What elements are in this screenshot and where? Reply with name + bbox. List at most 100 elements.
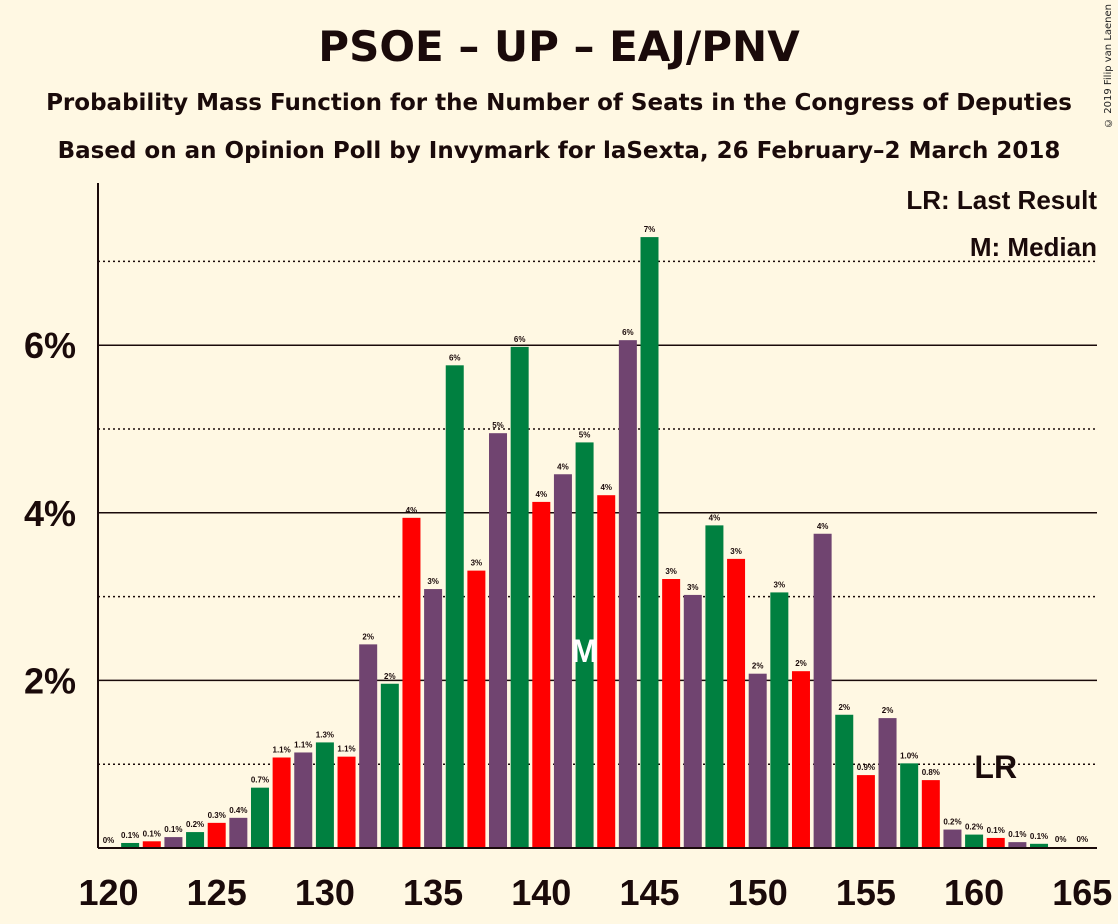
bar-seat-151 — [770, 592, 789, 848]
y-tick-label: 2% — [24, 660, 76, 701]
bar-value-label: 1.1% — [273, 745, 291, 754]
bar-value-label: 0.7% — [251, 776, 269, 785]
bar-value-label: 4% — [600, 483, 612, 492]
bar-value-label: 0.4% — [229, 806, 247, 815]
legend-last-result: LR: Last Result — [906, 185, 1097, 215]
x-tick-label: 125 — [187, 872, 247, 913]
bar-value-label: 0.1% — [1008, 830, 1026, 839]
bar-value-label: 3% — [730, 547, 742, 556]
bar-value-label: 1.3% — [316, 730, 334, 739]
bar-value-label: 2% — [752, 662, 764, 671]
y-tick-label: 4% — [24, 493, 76, 534]
bar-seat-150 — [748, 673, 767, 848]
bar-value-label: 0.3% — [208, 811, 226, 820]
bar-seat-137 — [467, 570, 486, 848]
bar-value-label: 1.1% — [337, 745, 355, 754]
bar-value-label: 2% — [384, 672, 396, 681]
bar-seat-144 — [618, 340, 637, 848]
bar-value-label: 3% — [774, 580, 786, 589]
bar-seat-126 — [229, 817, 248, 848]
x-tick-label: 155 — [836, 872, 896, 913]
bar-seat-158 — [921, 780, 940, 848]
bar-value-label: 0.2% — [943, 818, 961, 827]
bar-value-label: 4% — [406, 506, 418, 515]
bar-value-label: 7% — [644, 225, 656, 234]
bar-seat-154 — [835, 714, 854, 848]
y-tick-label: 6% — [24, 325, 76, 366]
bar-seat-156 — [878, 718, 897, 848]
bar-seat-131 — [337, 756, 356, 848]
bar-value-label: 0.1% — [121, 831, 139, 840]
bar-seat-135 — [424, 589, 443, 848]
bar-seat-134 — [402, 517, 421, 848]
bar-value-label: 0.1% — [143, 829, 161, 838]
bar-seat-124 — [186, 832, 205, 848]
bar-value-label: 0.2% — [186, 820, 204, 829]
bar-value-label: 0.8% — [922, 768, 940, 777]
bar-value-label: 4% — [709, 513, 721, 522]
bar-value-label: 0% — [103, 836, 115, 845]
chart-subtitle: Probability Mass Function for the Number… — [46, 90, 1072, 116]
bar-seat-133 — [380, 683, 399, 848]
bar-seat-138 — [489, 433, 508, 848]
bar-seat-132 — [359, 644, 378, 848]
bar-seat-148 — [705, 525, 724, 848]
bar-seat-145 — [640, 237, 659, 848]
chart-title: PSOE – UP – EAJ/PNV — [318, 22, 800, 71]
bar-seat-157 — [900, 763, 919, 848]
bar-value-label: 6% — [514, 335, 526, 344]
bar-value-label: 3% — [687, 583, 699, 592]
bar-value-label: 0.9% — [857, 763, 875, 772]
bar-value-label: 3% — [665, 567, 677, 576]
bar-value-label: 5% — [492, 421, 504, 430]
bar-seat-127 — [250, 787, 269, 848]
bar-value-label: 0.2% — [965, 823, 983, 832]
bar-value-label: 0% — [1077, 835, 1089, 844]
x-tick-label: 140 — [511, 872, 571, 913]
bar-value-label: 0.1% — [987, 826, 1005, 835]
bar-value-label: 2% — [795, 659, 807, 668]
bar-value-label: 0.1% — [1030, 832, 1048, 841]
bar-seat-125 — [207, 822, 226, 848]
bar-seat-143 — [597, 495, 616, 848]
bar-value-label: 2% — [838, 703, 850, 712]
bar-seat-146 — [662, 579, 681, 848]
bar-seat-139 — [510, 346, 529, 848]
x-tick-label: 135 — [403, 872, 463, 913]
bar-seat-130 — [315, 742, 334, 848]
bar-value-label: 0.1% — [164, 825, 182, 834]
bar-value-label: 2% — [362, 632, 374, 641]
bar-value-label: 1.0% — [900, 751, 918, 760]
bar-labels: 0%0.1% 0.1% 0.1%0.2%0.3%0.4%0.7%1.1%1.1%1.… — [103, 225, 1088, 845]
bar-seat-149 — [727, 558, 746, 848]
bar-seat-152 — [791, 671, 810, 848]
bar-seat-123 — [164, 837, 183, 848]
bar-seat-121 — [121, 842, 140, 848]
bar-seat-136 — [445, 365, 464, 848]
bar-seat-153 — [813, 533, 832, 848]
bars — [121, 237, 1092, 848]
bar-seat-162 — [1008, 842, 1027, 848]
chart-subtitle-source: Based on an Opinion Poll by Invymark for… — [57, 138, 1061, 164]
bar-value-label: 4% — [557, 462, 569, 471]
median-marker: M — [571, 633, 598, 669]
bar-value-label: 5% — [579, 430, 591, 439]
last-result-marker: LR — [974, 749, 1017, 785]
bar-seat-142 — [575, 442, 594, 848]
bar-value-label: 6% — [449, 353, 461, 362]
bar-value-label: 4% — [536, 490, 548, 499]
bar-seat-128 — [272, 757, 291, 848]
bar-seat-129 — [294, 752, 313, 848]
bar-seat-155 — [856, 775, 875, 848]
bar-value-label: 0% — [1055, 835, 1067, 844]
bar-seat-147 — [683, 594, 702, 848]
bar-seat-140 — [532, 501, 551, 848]
bar-value-label: 1.1% — [294, 740, 312, 749]
x-tick-label: 130 — [295, 872, 355, 913]
bar-seat-163 — [1030, 843, 1049, 848]
x-tick-label: 150 — [728, 872, 788, 913]
axes: 2% 4% 6% 120 125 130 135 140 145 150 155 160 165 — [24, 183, 1112, 913]
bar-seat-122 — [142, 841, 161, 848]
bar-seat-141 — [553, 474, 572, 848]
